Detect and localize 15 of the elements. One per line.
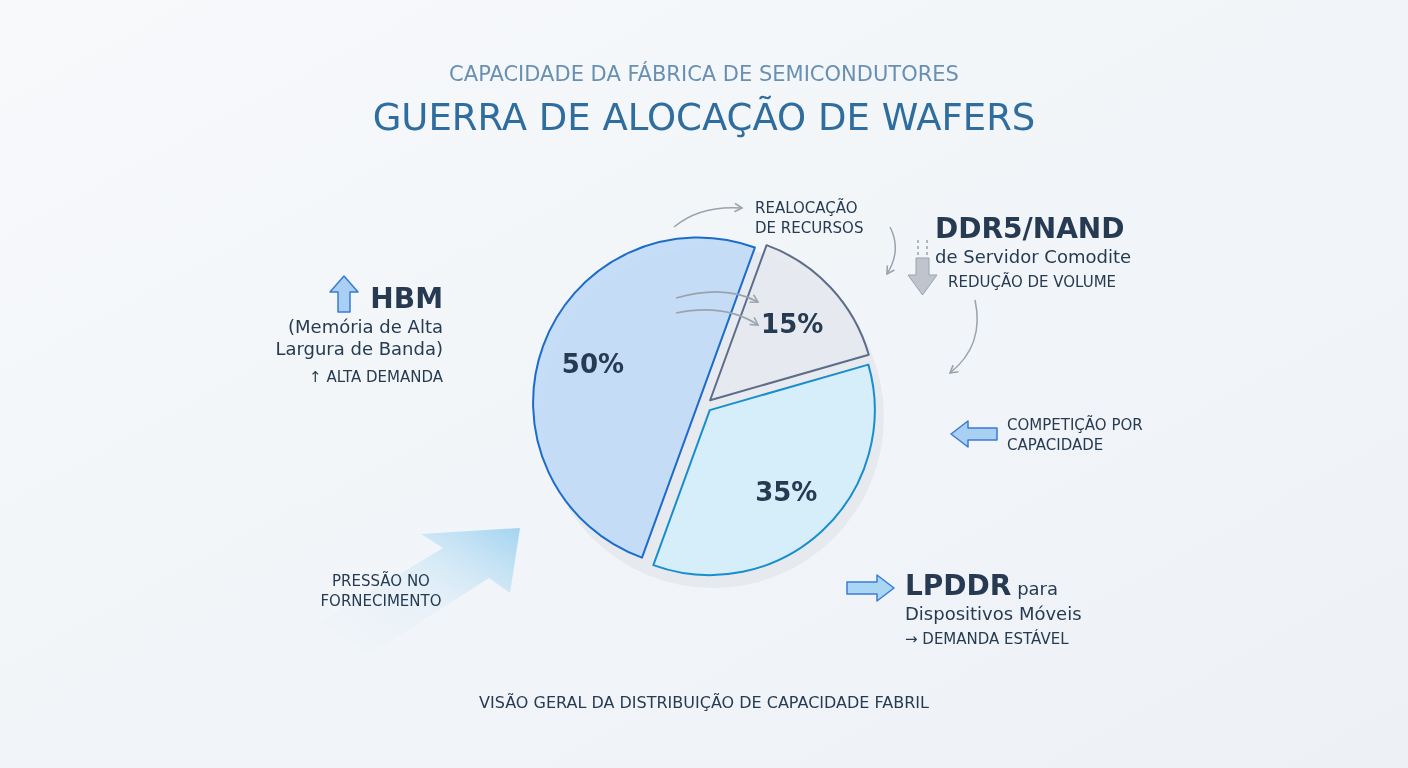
text: VISÃO GERAL DA DISTRIBUIÇÃO DE CAPACIDADE FABRIL (479, 693, 930, 712)
data-label: 35% (755, 477, 818, 508)
chart-subtitle: CAPACIDADE DA FÁBRICA DE SEMICONDUTORES (449, 61, 959, 86)
text: COMPETIÇÃO POR CAPACIDADE (1007, 415, 1143, 454)
text: REDUÇÃO DE VOLUME (948, 272, 1117, 291)
text: ↑ ALTA DEMANDA (309, 368, 444, 386)
slice-label: LPDDR para Dispositivos Móveis (905, 569, 1082, 624)
slice-label: HBM (Memória de Alta Largura de Banda) (275, 282, 443, 359)
text: PRESSÃO NO FORNECIMENTO (320, 571, 442, 610)
data-label: 50% (561, 349, 625, 380)
text: REALOCAÇÃO DE RECURSOS (755, 198, 864, 237)
text: → DEMANDA ESTÁVEL (905, 629, 1070, 648)
chart-title: GUERRA DE ALOCAÇÃO DE WAFERS (372, 95, 1036, 139)
slice-label: DDR5/NAND de Servidor Comodite (935, 212, 1132, 267)
data-label: 15% (761, 308, 824, 339)
